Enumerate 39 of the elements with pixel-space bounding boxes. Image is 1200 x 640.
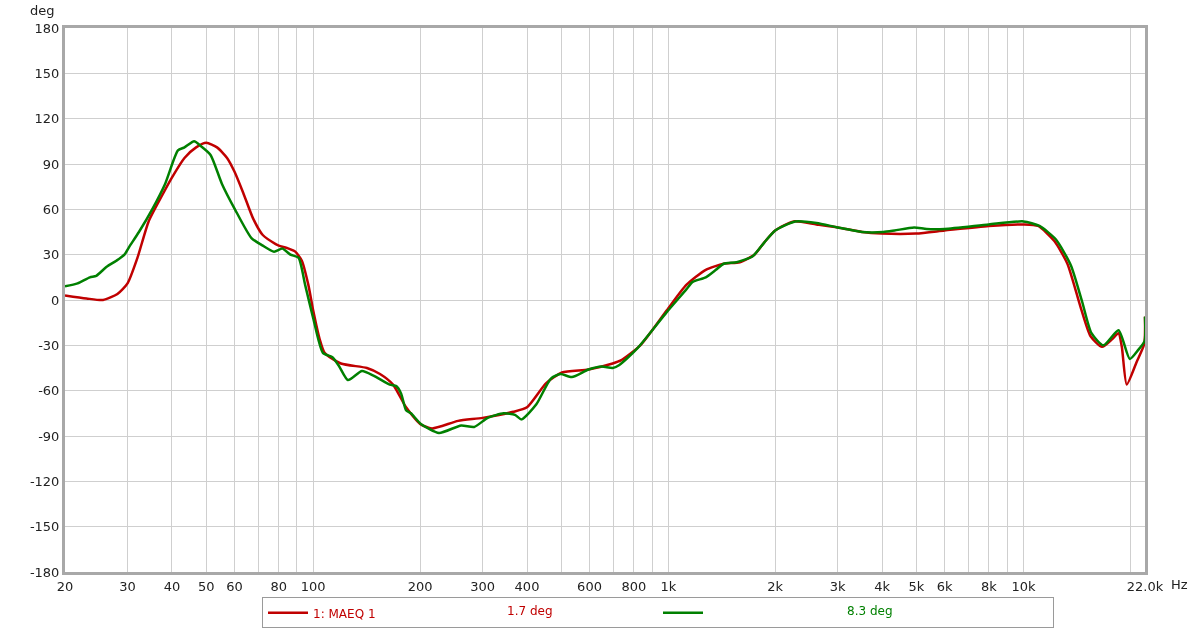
x-tick-label: 80 <box>270 578 288 594</box>
x-axis-title: Hz <box>1171 577 1188 592</box>
x-tick-label: 30 <box>119 578 136 594</box>
x-tick-label: 5k <box>908 578 925 594</box>
x-tick-label: 20 <box>56 578 74 594</box>
x-tick-label: 6k <box>936 578 953 594</box>
x-tick-label: 8k <box>981 578 998 594</box>
y-tick-label: 150 <box>34 65 60 81</box>
x-tick-label: 800 <box>621 578 647 594</box>
legend-label: 1: MAEQ 1 <box>313 606 376 621</box>
y-tick-label: -150 <box>29 519 60 535</box>
y-tick-label: 180 <box>34 20 60 36</box>
y-tick-label: 90 <box>42 156 60 172</box>
x-tick-label: 40 <box>163 578 181 594</box>
y-tick-label: -60 <box>38 383 60 399</box>
y-axis-title: deg <box>30 3 55 18</box>
y-tick-label: 60 <box>42 201 60 217</box>
text: 8.3 deg <box>847 604 893 618</box>
x-tick-label: 3k <box>829 578 847 594</box>
x-tick-label: 4k <box>874 578 891 594</box>
x-tick-label: 100 <box>300 578 326 594</box>
x-tick-label: 60 <box>226 578 243 594</box>
y-tick-label: -30 <box>38 337 60 353</box>
x-tick-label: 1k <box>660 578 677 594</box>
y-tick-label: 0 <box>51 292 60 308</box>
y-tick-label: -90 <box>38 428 60 444</box>
x-tick-label: 22.0k <box>1126 578 1164 594</box>
x-tick-label: 2k <box>767 578 784 594</box>
y-tick-label: 120 <box>34 111 60 127</box>
x-tick-label: 400 <box>514 578 540 594</box>
x-tick-label: 50 <box>198 578 215 594</box>
x-tick-label: 10k <box>1011 578 1036 594</box>
y-tick-label: -180 <box>29 564 60 580</box>
x-tick-label: 300 <box>470 578 496 594</box>
text: 1.7 deg <box>507 604 553 618</box>
y-tick-label: 30 <box>42 247 60 263</box>
x-tick-label: 600 <box>577 578 602 594</box>
y-tick-label: -120 <box>29 473 60 489</box>
x-tick-label: 200 <box>407 578 433 594</box>
